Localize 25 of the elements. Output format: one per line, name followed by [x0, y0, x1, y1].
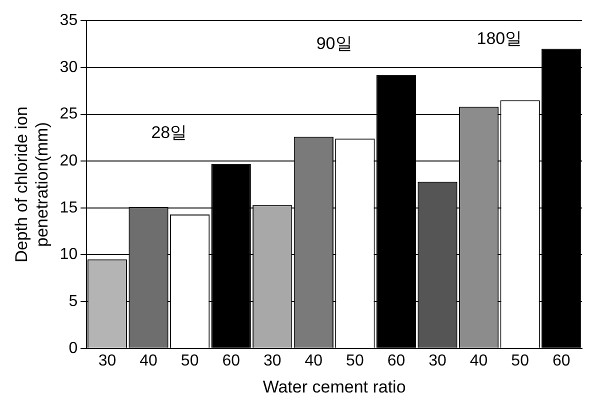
- x-tick-label: 60: [387, 352, 406, 370]
- annotation: 180일: [476, 28, 522, 48]
- y-tick-label: 25: [60, 106, 78, 123]
- x-tick-label: 30: [263, 352, 282, 370]
- x-tick-label: 60: [552, 352, 570, 370]
- y-tick-label: 20: [60, 152, 78, 170]
- x-axis-title: Water cement ratio: [262, 377, 406, 396]
- x-tick-label: 50: [346, 352, 364, 370]
- x-tick-label: 50: [180, 352, 199, 370]
- y-axis-title: Depth of chloride ion penetration(mm): [12, 106, 52, 262]
- y-tick-label: 10: [60, 246, 78, 264]
- x-tick-label: 30: [98, 352, 116, 370]
- x-tick-label: 30: [428, 352, 447, 370]
- x-tick-label: 40: [470, 352, 488, 370]
- x-tick-label: 60: [222, 352, 240, 370]
- x-tick-label: 50: [511, 352, 530, 370]
- annotation: 90일: [316, 34, 352, 54]
- x-tick-label: 40: [304, 352, 323, 370]
- y-tick-label: 5: [68, 292, 78, 310]
- y-tick-label: 30: [60, 58, 78, 76]
- x-tick-label: 40: [140, 352, 158, 370]
- y-tick-label: 35: [60, 12, 78, 30]
- annotation: 28일: [151, 123, 188, 142]
- y-tick-label: 15: [60, 199, 78, 216]
- y-tick-label: 0: [68, 340, 78, 357]
